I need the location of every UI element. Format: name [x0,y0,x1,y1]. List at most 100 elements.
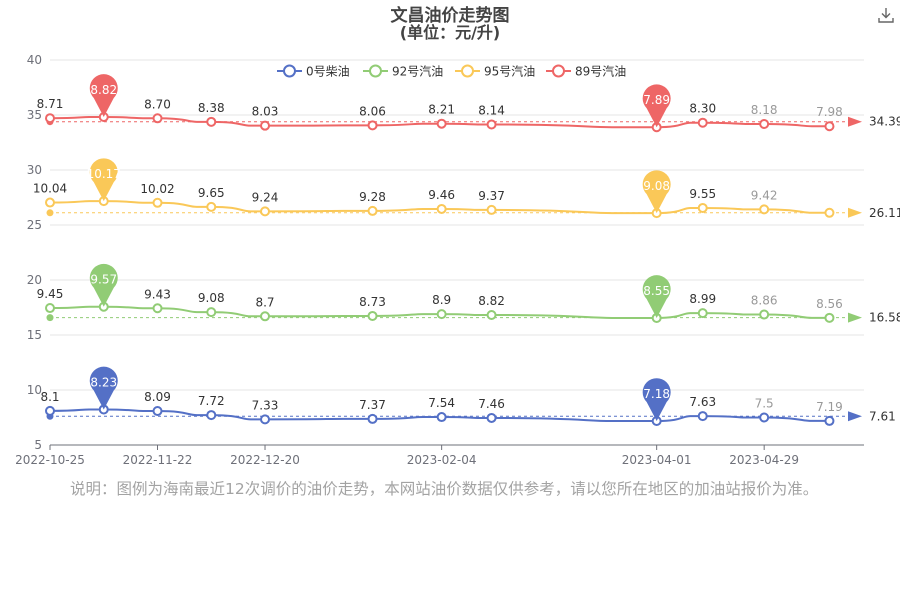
y-tick-label: 35 [27,108,42,122]
data-point [260,414,271,425]
data-point [759,412,770,423]
data-label: 8.82 [478,294,505,308]
max-pin-2-label: 10.17 [87,167,121,181]
y-tick-label: 20 [27,273,42,287]
axes: 5 10 15 20 25 30 35 40 2022-10-25 2022-11-22 2022-… [15,53,864,467]
data-point [260,311,271,322]
data-label: 9.42 [751,188,778,202]
min-pin-0-shape [642,378,671,422]
data-label: 9.65 [198,186,225,200]
legend-label: 92号汽油 [392,64,443,79]
data-point [206,116,217,127]
min-pin-2: 9.08 [642,170,671,214]
data-point [486,309,497,320]
x-tick-label: 2022-11-22 [123,453,193,467]
data-label: 9.43 [144,287,171,301]
data-label: 9.24 [252,190,279,204]
legend[interactable]: 0号柴油 92号汽油 95号汽油 89号汽油 [277,64,626,79]
legend-label: 95号汽油 [484,64,535,79]
max-pin-2: 10.17 [87,158,121,202]
average-value-label: 16.58 [869,311,900,325]
data-point [152,197,163,208]
data-point [824,415,835,426]
data-point [367,413,378,424]
y-tick-label: 15 [27,328,42,342]
data-label: 9.37 [478,189,505,203]
data-label: 8.9 [432,293,451,307]
data-label: 7.46 [478,397,505,411]
y-tick-label: 30 [27,163,42,177]
data-point [152,406,163,417]
data-point [206,307,217,318]
average-line-arrow-3 [848,116,862,127]
legend-label: 89号汽油 [575,64,626,79]
legend-swatch-dot [461,64,474,78]
min-pin-3-shape [642,84,671,128]
data-label: 8.56 [816,297,843,311]
data-label: 7.5 [755,397,774,411]
data-label: 8.70 [144,97,171,111]
max-pin-1: 9.57 [89,263,118,307]
x-tick-label: 2022-10-25 [15,453,85,467]
data-point [759,204,770,215]
data-point [697,308,708,319]
data-point [436,118,447,129]
data-point [45,405,55,416]
data-label: 7.54 [428,396,455,410]
download-icon[interactable] [877,6,895,24]
data-label: 9.28 [359,190,386,204]
data-label: 9.55 [689,187,716,201]
x-tick-label: 2023-04-29 [729,453,799,467]
data-label: 7.63 [689,395,716,409]
legend-item-2[interactable]: 95号汽油 [455,64,535,79]
min-pin-3-label: 7.89 [643,93,670,107]
data-labels: 8.1 8.09 7.72 7.33 7.37 7.54 7.46 7.63 7.5 7.19 9.… [33,97,843,414]
average-line-arrow-1 [848,312,862,323]
x-tick-label: 2023-02-04 [407,453,477,467]
data-point [45,113,55,124]
x-tick-label: 2023-04-01 [622,453,692,467]
data-point [436,203,447,214]
legend-item-0[interactable]: 0号柴油 [277,64,350,79]
data-point [152,113,163,124]
data-label: 10.04 [33,182,67,196]
max-pin-3: 8.82 [89,74,118,117]
data-point [152,303,163,314]
data-point [367,310,378,321]
chart-subtitle: (单位：元/升) [400,23,500,42]
data-label: 8.73 [359,295,386,309]
data-point [436,412,447,423]
grid-lines [50,59,864,446]
data-label: 9.08 [198,291,225,305]
disclaimer-note: 说明：图例为海南最近12次调价的油价走势，本网站油价数据仅供参考，请以您所在地区… [70,480,819,498]
legend-swatch-dot [369,64,382,78]
data-label: 8.21 [428,103,455,117]
max-pin-3-label: 8.82 [90,83,117,97]
min-pin-2-label: 9.08 [643,179,670,193]
legend-item-1[interactable]: 92号汽油 [363,64,443,79]
min-pin-0-label: 7.18 [643,387,670,401]
legend-item-3[interactable]: 89号汽油 [546,64,626,79]
average-line-start-1 [46,314,54,322]
data-label: 7.37 [359,398,386,412]
average-line-arrow-0 [848,411,862,422]
data-point [45,197,55,208]
data-point [367,120,378,131]
data-label: 8.09 [144,390,171,404]
data-label: 7.98 [816,105,843,119]
data-label: 8.71 [37,97,64,111]
max-pin-0: 8.23 [89,366,118,410]
y-tick-label: 10 [27,383,42,397]
data-point [367,205,378,216]
max-pin-0-shape [89,366,118,410]
data-point [45,303,55,314]
data-point [824,121,835,132]
min-pin-2-shape [642,170,671,214]
average-value-label: 26.11 [869,206,900,220]
data-label: 9.46 [428,188,455,202]
data-point [206,201,217,212]
min-pin-0: 7.18 [642,378,671,422]
y-tick-label: 40 [27,53,42,67]
max-pin-1-shape [89,263,118,307]
min-pin-1: 8.55 [642,275,671,318]
